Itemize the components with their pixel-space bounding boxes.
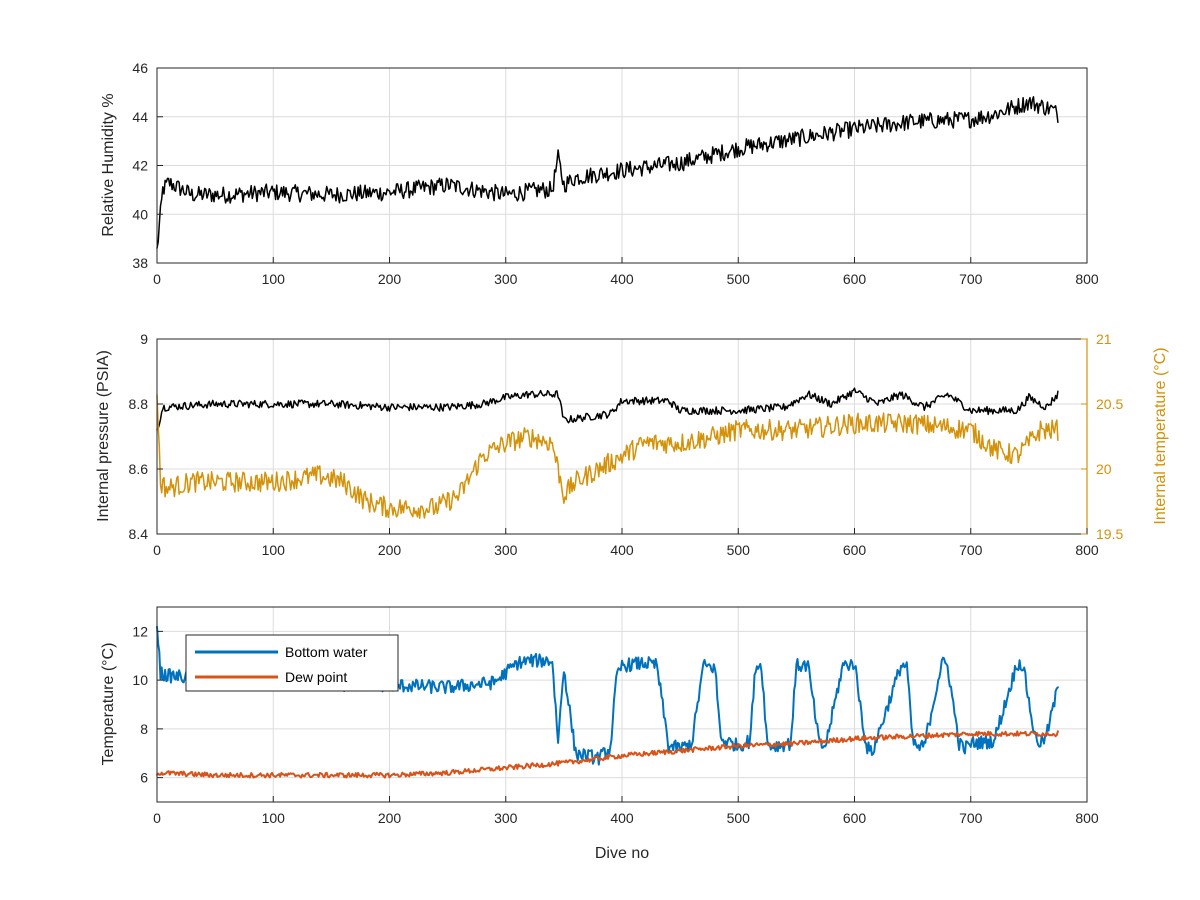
x-tick-label: 500 — [727, 810, 751, 826]
panel-pressure-y2ticks: 19.5 20 20.5 21 — [1081, 331, 1123, 542]
x-tick-label: 200 — [378, 271, 402, 287]
x-tick-label: 400 — [610, 810, 634, 826]
panel-pressure-grid — [156, 338, 1088, 535]
panel-temperature-ylabel: Temperature (°C) — [100, 643, 117, 766]
x-tick-label: 300 — [494, 542, 518, 558]
series-line-dew-point — [156, 730, 1059, 779]
y-tick-label: 8 — [140, 721, 148, 737]
panel-temperature-yticks: 6 8 10 12 — [132, 623, 163, 786]
x-tick-label: 200 — [378, 810, 402, 826]
x-tick-label: 0 — [153, 271, 161, 287]
x-tick-label: 400 — [610, 271, 634, 287]
y2-tick-label: 21 — [1096, 331, 1112, 347]
x-tick-label: 500 — [727, 271, 751, 287]
x-tick-label: 200 — [378, 542, 402, 558]
y-tick-label: 9 — [140, 331, 148, 347]
x-tick-label: 500 — [727, 542, 751, 558]
panel-pressure: 0 100 200 300 400 500 600 700 800 8.4 8.6 8.8 9 19.… — [95, 331, 1169, 558]
x-tick-label: 700 — [959, 810, 983, 826]
y-tick-label: 8.8 — [129, 396, 149, 412]
series-line-p1-0 — [156, 387, 1059, 431]
x-tick-label: 700 — [959, 271, 983, 287]
panel-temperature-xlabel: Dive no — [595, 845, 649, 862]
legend-label-dew-point: Dew point — [285, 669, 347, 685]
y-tick-label: 12 — [132, 623, 148, 639]
legend-box — [185, 634, 399, 692]
panel-pressure-ylabel: Internal pressure (PSIA) — [95, 350, 112, 522]
y-tick-label: 44 — [132, 109, 148, 125]
y-tick-label: 42 — [132, 158, 148, 174]
x-tick-label: 100 — [262, 810, 286, 826]
x-tick-label: 100 — [262, 542, 286, 558]
panel-pressure-yticks: 8.4 8.6 8.8 9 — [129, 331, 163, 542]
legend-label-bottom-water: Bottom water — [285, 644, 368, 660]
x-tick-label: 800 — [1075, 271, 1099, 287]
x-tick-label: 600 — [843, 542, 867, 558]
y-tick-label: 40 — [132, 206, 148, 222]
series-line-p0-0 — [156, 96, 1059, 249]
x-tick-label: 800 — [1075, 542, 1099, 558]
panel-humidity-ylabel: Relative Humidity % — [100, 93, 117, 236]
x-tick-label: 400 — [610, 542, 634, 558]
panel-pressure-y2label: Internal temperature (°C) — [1152, 347, 1169, 524]
y-tick-label: 8.6 — [129, 461, 149, 477]
panel-temperature-xticks: 0 100 200 300 400 500 600 700 800 — [153, 796, 1099, 826]
y-tick-label: 46 — [132, 60, 148, 76]
x-tick-label: 600 — [843, 810, 867, 826]
x-tick-label: 100 — [262, 271, 286, 287]
panel-pressure-series — [156, 387, 1059, 519]
x-tick-label: 300 — [494, 810, 518, 826]
y-tick-label: 38 — [132, 255, 148, 271]
panel-humidity-series — [156, 96, 1059, 249]
x-tick-label: 800 — [1075, 810, 1099, 826]
legend: Bottom water Dew point — [185, 634, 399, 692]
panel-humidity-xticks: 0 100 200 300 400 500 600 700 800 — [153, 257, 1099, 287]
x-tick-label: 600 — [843, 271, 867, 287]
y2-tick-label: 20.5 — [1096, 396, 1123, 412]
y-tick-label: 8.4 — [129, 526, 149, 542]
panel-humidity: 0 100 200 300 400 500 600 700 800 38 40 42 44 46 Rel… — [100, 60, 1099, 287]
x-tick-label: 0 — [153, 542, 161, 558]
y-tick-label: 10 — [132, 672, 148, 688]
x-tick-label: 0 — [153, 810, 161, 826]
panel-temperature: 0 100 200 300 400 500 600 700 800 6 8 10 12 Tempera… — [100, 606, 1099, 862]
y2-tick-label: 19.5 — [1096, 526, 1123, 542]
y-tick-label: 6 — [140, 770, 148, 786]
panel-humidity-yticks: 38 40 42 44 46 — [132, 60, 163, 271]
x-tick-label: 300 — [494, 271, 518, 287]
x-tick-label: 700 — [959, 542, 983, 558]
series-line-p1-1 — [156, 394, 1059, 519]
y2-tick-label: 20 — [1096, 461, 1112, 477]
panel-pressure-xticks: 0 100 200 300 400 500 600 700 800 — [153, 528, 1099, 558]
